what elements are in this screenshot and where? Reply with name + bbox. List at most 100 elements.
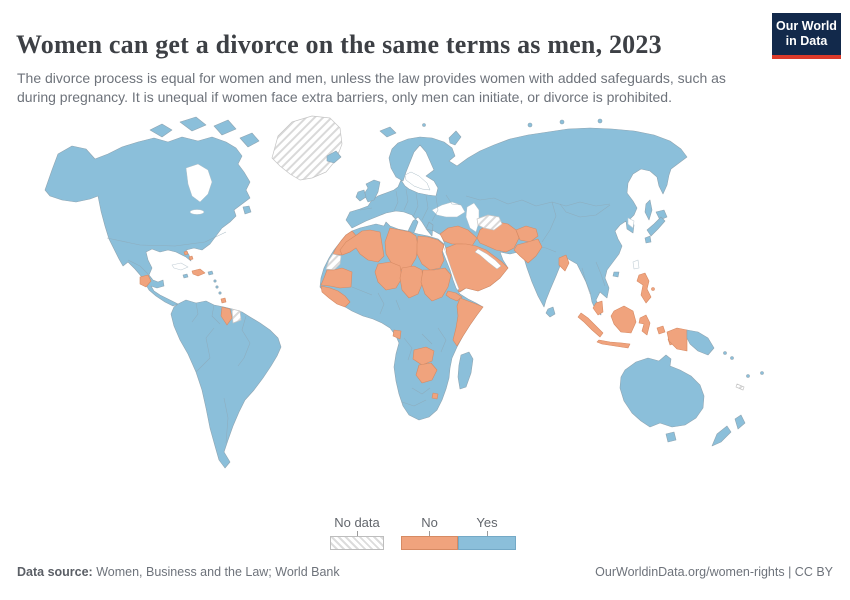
chart-footer: Data source: Women, Business and the Law… — [17, 565, 833, 579]
region-papua-new-guinea[interactable] — [686, 329, 715, 356]
region-iceland[interactable] — [326, 150, 342, 164]
border-africa — [411, 387, 431, 395]
region-malaysia-peninsula[interactable] — [592, 300, 604, 316]
region-arctic-island[interactable] — [179, 116, 207, 132]
border-africa — [377, 292, 385, 315]
region-taiwan[interactable] — [632, 259, 640, 270]
region-ireland[interactable] — [355, 189, 367, 202]
region-cuba[interactable] — [171, 262, 189, 271]
border-south-america — [237, 315, 251, 367]
region-newfoundland[interactable] — [242, 205, 252, 215]
region-tasmania[interactable] — [665, 431, 677, 443]
region-jamaica[interactable] — [182, 273, 189, 279]
region-puerto-rico[interactable] — [207, 270, 214, 276]
region-gabon[interactable] — [392, 329, 402, 340]
owid-logo-line1: Our World — [776, 19, 837, 33]
border-europe — [421, 194, 429, 221]
region-levant-iraq[interactable] — [439, 225, 478, 247]
region-eritrea[interactable] — [445, 290, 463, 302]
region-turkmenistan[interactable] — [476, 214, 503, 231]
region-arctic-island[interactable] — [213, 119, 237, 136]
region-west-papua[interactable] — [666, 327, 688, 352]
region-moluccas[interactable] — [656, 325, 666, 335]
region-java[interactable] — [596, 339, 631, 349]
border-africa — [351, 286, 373, 296]
region-svalbard[interactable] — [379, 126, 397, 138]
region-trinidad[interactable] — [220, 297, 227, 304]
credit-link[interactable]: OurWorldinData.org/women-rights | CC BY — [595, 565, 833, 579]
region-hokkaido[interactable] — [655, 209, 668, 221]
region-hispaniola[interactable] — [191, 268, 206, 277]
region-eswatini[interactable] — [431, 392, 439, 400]
region-bangladesh[interactable] — [558, 254, 570, 272]
legend-swatch-no-data[interactable] — [330, 536, 384, 550]
region-eurasia[interactable] — [345, 127, 688, 316]
region-philippines[interactable] — [636, 272, 652, 304]
region-lesser-antilles[interactable] — [218, 291, 222, 295]
region-north-korea[interactable] — [627, 217, 635, 229]
region-zambia[interactable] — [412, 346, 435, 366]
region-guyana[interactable] — [220, 306, 233, 326]
region-greenland[interactable] — [271, 115, 343, 181]
region-fiji[interactable] — [760, 371, 764, 375]
region-sudan[interactable] — [420, 267, 452, 302]
region-pakistan[interactable] — [513, 238, 543, 264]
region-sulawesi[interactable] — [638, 314, 651, 336]
region-niger[interactable] — [374, 261, 403, 291]
region-vanuatu[interactable] — [746, 374, 750, 378]
region-mauritania[interactable] — [320, 267, 353, 289]
region-philippines-isle[interactable] — [651, 287, 655, 291]
region-lesser-antilles[interactable] — [213, 279, 217, 283]
chart-subtitle: The divorce process is equal for women a… — [17, 70, 726, 106]
region-chad[interactable] — [399, 265, 424, 299]
region-south-america[interactable] — [170, 299, 282, 469]
owid-logo: Our World in Data — [772, 13, 841, 59]
legend-item-no-data[interactable]: No data — [330, 514, 384, 550]
region-guatemala[interactable] — [139, 274, 152, 288]
region-somalia[interactable] — [452, 297, 484, 347]
region-honshu[interactable] — [646, 216, 666, 237]
region-sakhalin[interactable] — [644, 199, 653, 221]
caspian-sea — [465, 202, 480, 233]
region-new-zealand-south[interactable] — [711, 425, 732, 447]
region-novaya-zemlya[interactable] — [448, 130, 462, 146]
region-bahamas[interactable] — [183, 250, 189, 256]
legend-swatch-no[interactable] — [401, 536, 458, 550]
region-zimbabwe[interactable] — [415, 362, 438, 384]
region-suriname[interactable] — [231, 308, 242, 324]
legend-swatch-yes[interactable] — [458, 536, 516, 550]
region-sri-lanka[interactable] — [545, 306, 556, 318]
region-australia[interactable] — [619, 354, 705, 428]
region-arctic-isle[interactable] — [559, 119, 565, 125]
region-solomon[interactable] — [730, 356, 734, 360]
region-new-zealand-north[interactable] — [734, 414, 746, 430]
region-arctic-isle[interactable] — [527, 122, 533, 128]
legend-item-no[interactable]: No — [401, 514, 458, 550]
border-europe — [359, 207, 373, 211]
region-arctic-island[interactable] — [149, 123, 173, 138]
region-hainan[interactable] — [612, 271, 620, 278]
region-madagascar[interactable] — [457, 351, 474, 390]
region-libya[interactable] — [384, 227, 419, 271]
region-bahamas[interactable] — [188, 255, 194, 261]
region-algeria[interactable] — [339, 229, 385, 263]
region-new-caledonia[interactable] — [735, 383, 745, 391]
region-lesser-antilles[interactable] — [215, 285, 219, 289]
border-south-america — [191, 302, 199, 323]
region-egypt[interactable] — [416, 235, 445, 271]
region-afghanistan[interactable] — [515, 225, 539, 243]
border-us-mexico — [127, 259, 153, 280]
legend-item-yes[interactable]: Yes — [458, 514, 516, 550]
border-europe — [403, 188, 409, 211]
region-borneo[interactable] — [610, 305, 637, 334]
region-franz-josef[interactable] — [422, 123, 426, 127]
region-kyushu[interactable] — [644, 235, 652, 244]
owid-logo-line2: in Data — [785, 34, 828, 48]
region-sumatra[interactable] — [577, 312, 604, 338]
region-united-kingdom[interactable] — [363, 179, 381, 203]
region-solomon[interactable] — [723, 351, 727, 355]
region-arctic-isle[interactable] — [597, 118, 603, 124]
border-africa — [421, 333, 433, 345]
region-arctic-island[interactable] — [239, 132, 260, 148]
region-senegal-guinea[interactable] — [320, 285, 351, 308]
